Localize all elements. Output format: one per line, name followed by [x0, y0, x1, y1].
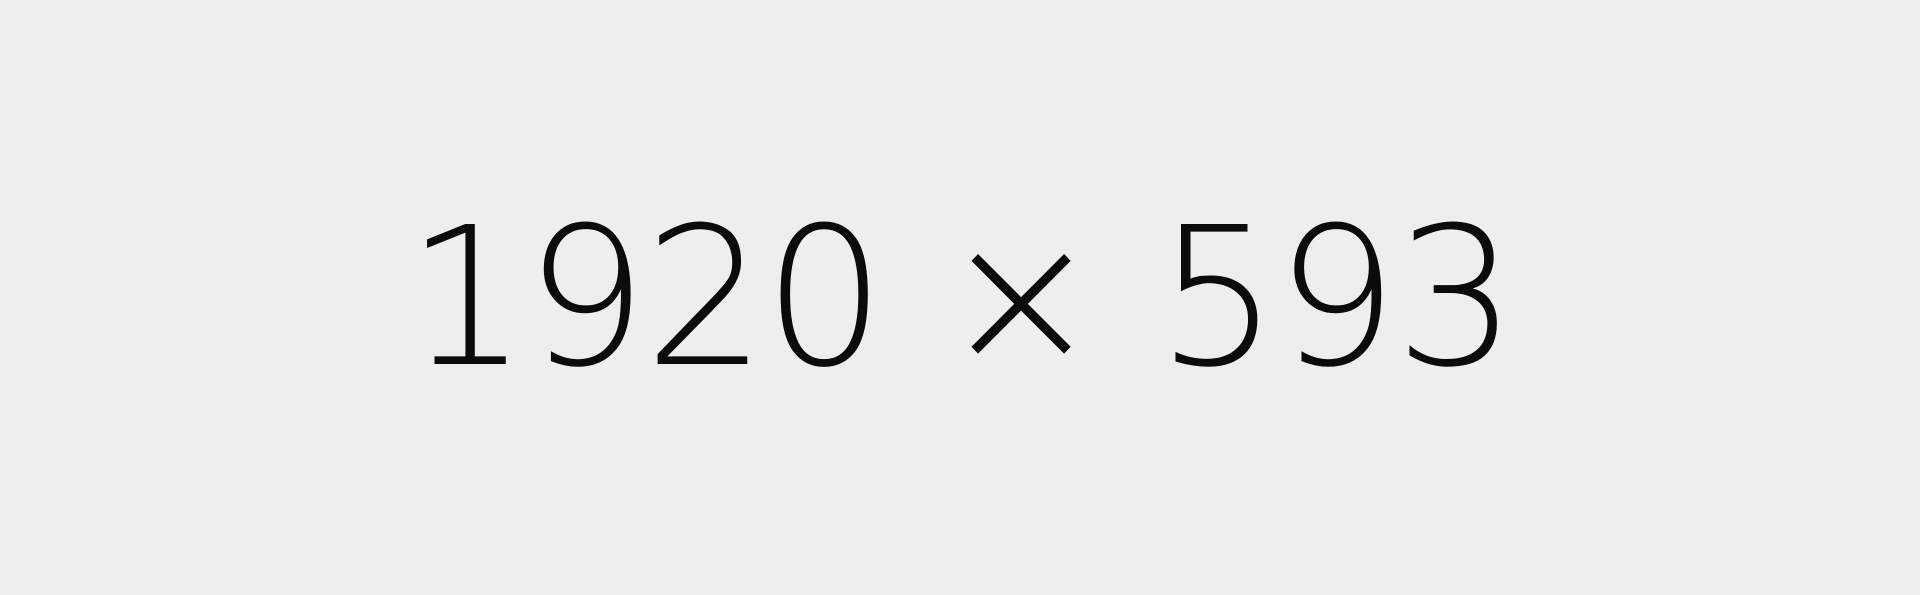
placeholder-canvas: 1920 × 593 [405, 186, 1518, 410]
dimension-label: 1920 × 593 [405, 186, 1517, 410]
